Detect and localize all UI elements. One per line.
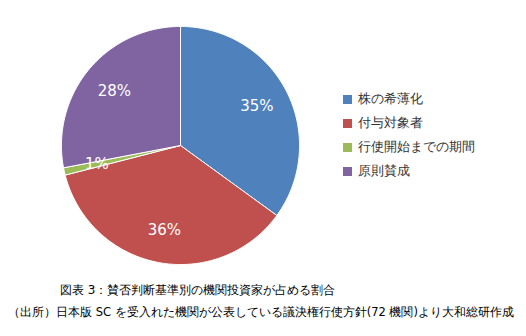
html-text:付与対象者: 付与対象者	[358, 115, 423, 130]
html-text:（出所）日本版 SC を受入れた機関が公表している議決権行使: （出所）日本版 SC を受入れた機関が公表している議決権行使方針(72 機関)よ…	[8, 305, 514, 319]
html-text:図表 3：賛否判断基準別の機関投資家が占める割合: 図表 3：賛否判断基準別の機関投資家が占める割合	[60, 283, 336, 297]
svg-text:28%: 28%	[98, 82, 131, 100]
html-text:原則賛成: 原則賛成	[358, 163, 410, 178]
svg-text:35%: 35%	[240, 97, 273, 115]
html-text:株の希薄化: 株の希薄化	[358, 91, 423, 106]
html-text:行使開始までの期間: 行使開始までの期間	[358, 139, 475, 154]
svg-text:36%: 36%	[148, 220, 181, 238]
svg-text:1%: 1%	[85, 155, 109, 173]
